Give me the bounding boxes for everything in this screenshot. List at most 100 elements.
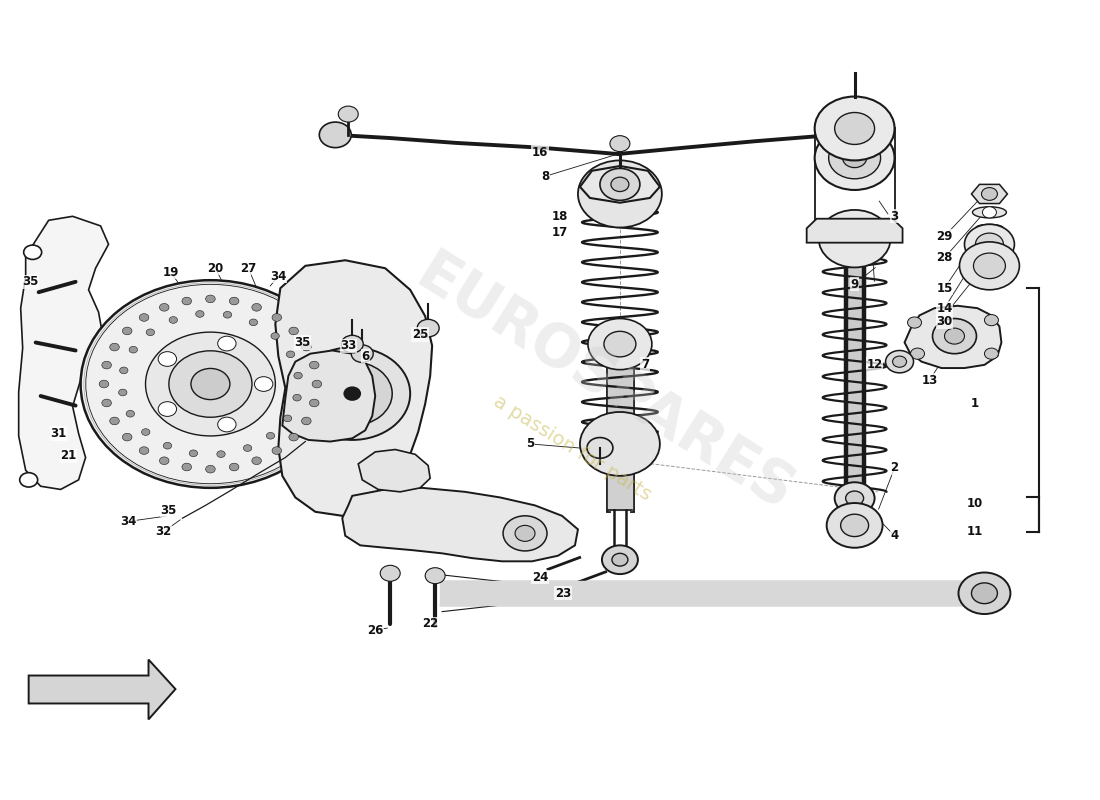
Text: 33: 33 [340,339,356,352]
Ellipse shape [972,206,1006,218]
Circle shape [182,463,191,471]
Circle shape [984,348,999,359]
Circle shape [578,161,662,227]
Text: 30: 30 [936,315,953,328]
Circle shape [272,446,282,454]
Circle shape [218,336,236,351]
Circle shape [828,138,881,178]
Circle shape [129,346,138,353]
Text: 6: 6 [361,350,370,362]
Text: 10: 10 [966,498,982,510]
Circle shape [815,126,894,190]
Circle shape [158,352,177,366]
Text: 35: 35 [22,275,38,288]
Circle shape [965,224,1014,264]
Text: 7: 7 [641,358,649,370]
Polygon shape [359,450,430,492]
Circle shape [587,438,613,458]
Circle shape [169,351,252,418]
Circle shape [835,113,874,145]
Circle shape [580,412,660,476]
Circle shape [284,415,292,422]
Polygon shape [275,260,432,516]
Circle shape [142,429,150,435]
Text: 29: 29 [936,230,953,242]
Circle shape [229,463,239,471]
Circle shape [122,327,132,334]
Polygon shape [19,216,109,490]
Circle shape [312,380,321,388]
Text: 16: 16 [531,146,548,159]
Text: 21: 21 [60,450,77,462]
Polygon shape [806,218,903,242]
Text: a passion for parts: a passion for parts [490,392,654,504]
Text: 24: 24 [531,570,548,584]
Circle shape [981,187,998,200]
Circle shape [503,516,547,551]
Text: 34: 34 [120,515,136,528]
Polygon shape [971,184,1008,203]
Circle shape [122,434,132,441]
Circle shape [341,335,363,353]
Circle shape [892,356,906,367]
Circle shape [309,362,319,369]
Circle shape [945,328,965,344]
Text: 28: 28 [936,251,953,264]
Circle shape [319,122,351,148]
Circle shape [381,566,400,582]
Circle shape [272,314,282,322]
Text: 15: 15 [936,282,953,294]
Text: 2: 2 [891,462,899,474]
Circle shape [294,372,302,379]
Text: 32: 32 [155,526,172,538]
Circle shape [140,314,148,322]
Circle shape [252,457,262,465]
Polygon shape [580,166,660,202]
Circle shape [610,177,629,191]
Circle shape [426,568,446,584]
Circle shape [886,350,913,373]
Circle shape [612,554,628,566]
Circle shape [609,136,630,152]
Circle shape [974,253,1005,278]
Circle shape [80,280,340,488]
Text: 18: 18 [552,210,569,223]
Text: 26: 26 [367,623,384,637]
Circle shape [250,319,257,326]
Text: EUROSPARES: EUROSPARES [406,245,804,523]
Circle shape [846,491,864,506]
Text: 22: 22 [422,617,438,630]
Circle shape [835,482,874,514]
Circle shape [286,351,295,358]
Text: 35: 35 [294,336,310,349]
Text: 14: 14 [936,302,953,314]
Circle shape [958,573,1011,614]
Ellipse shape [976,224,1003,232]
Text: 5: 5 [526,438,535,450]
Circle shape [933,318,977,354]
Circle shape [218,417,236,432]
Text: 31: 31 [51,427,67,440]
Circle shape [588,318,652,370]
Circle shape [344,387,360,400]
Polygon shape [29,659,176,719]
Text: 34: 34 [271,270,286,282]
Circle shape [911,348,924,359]
Circle shape [293,394,301,401]
Text: 23: 23 [554,586,571,600]
Polygon shape [283,350,375,442]
Circle shape [312,362,393,426]
Circle shape [602,546,638,574]
Text: 27: 27 [240,262,256,274]
Text: 19: 19 [163,266,178,278]
Text: 17: 17 [552,226,568,238]
Circle shape [229,297,239,305]
Circle shape [110,417,119,425]
Circle shape [515,526,535,542]
Circle shape [189,450,198,457]
Circle shape [266,433,275,439]
Circle shape [332,378,372,410]
Circle shape [976,233,1003,255]
Circle shape [840,514,869,537]
Circle shape [818,210,891,267]
